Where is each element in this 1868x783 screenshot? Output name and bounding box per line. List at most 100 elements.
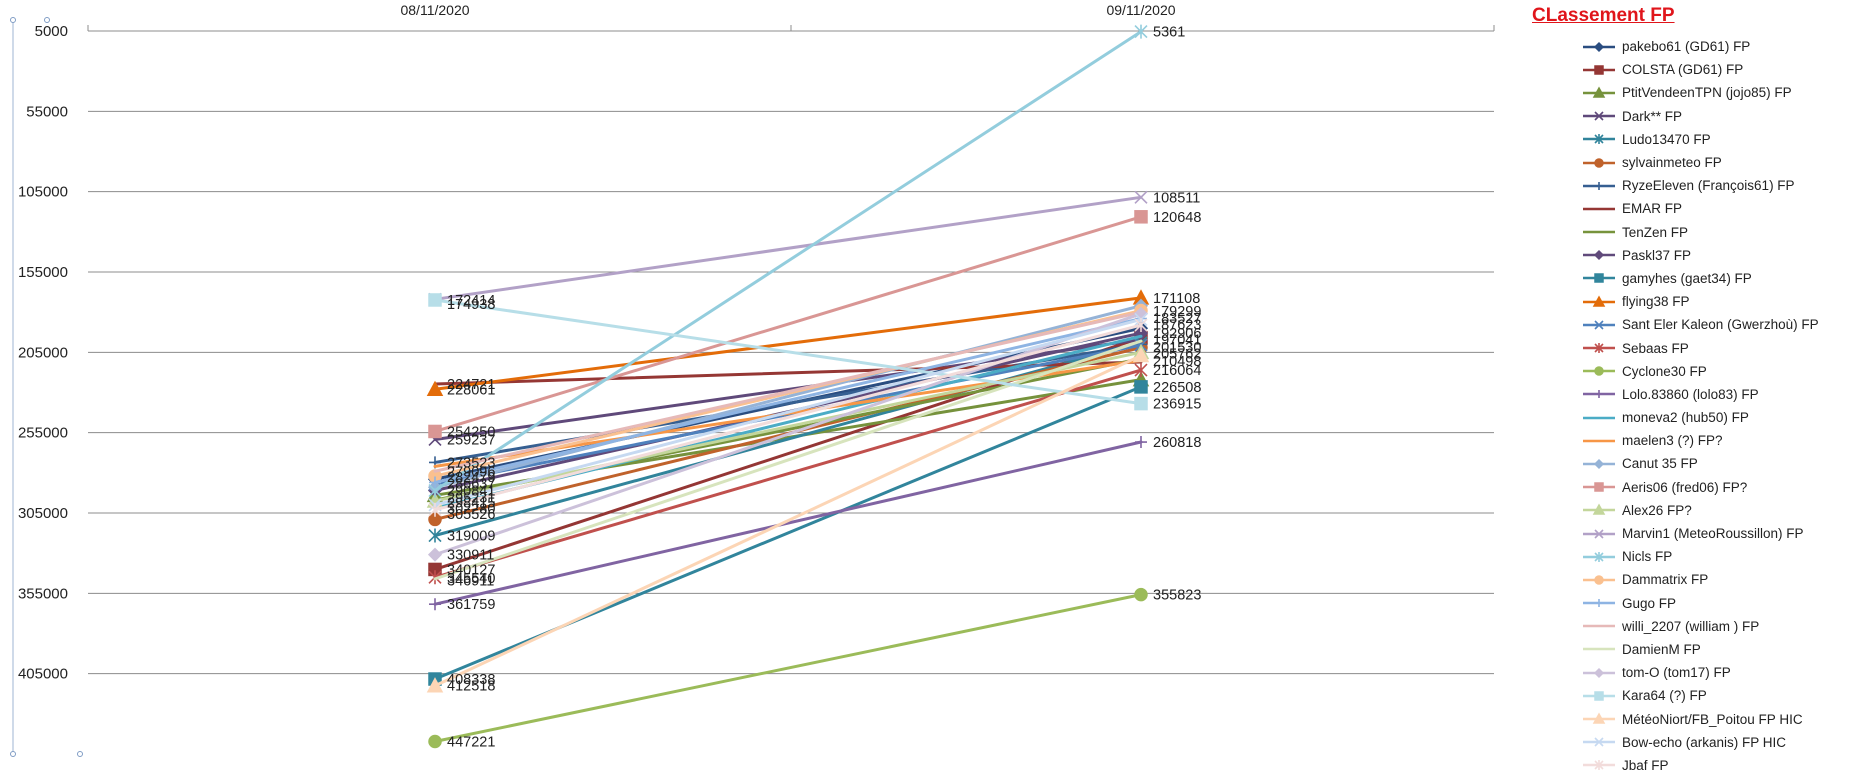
series-point <box>1134 318 1148 333</box>
legend-label: maelen3 (?) FP? <box>1622 433 1723 449</box>
series-point <box>1594 320 1604 330</box>
legend-label: Marvin1 (MeteoRoussillon) FP <box>1622 526 1804 542</box>
series <box>428 210 1148 439</box>
legend-swatch <box>1583 599 1615 608</box>
series-point <box>1594 737 1604 747</box>
data-label: 412518 <box>447 679 495 695</box>
data-label: 298415 <box>447 495 495 511</box>
y-axis: 5000 55000 105000 155000 205000 255000 305000 3… <box>18 23 68 683</box>
series <box>429 436 1147 611</box>
series-point <box>428 424 442 439</box>
selection-handle[interactable] <box>10 17 16 23</box>
legend-swatch <box>1583 648 1615 651</box>
selection-handle[interactable] <box>44 17 50 23</box>
data-label: 295231 <box>447 490 495 506</box>
legend-swatch <box>1583 503 1615 516</box>
data-label: 254250 <box>447 424 495 440</box>
series-point <box>1593 667 1605 678</box>
data-label: 345540 <box>447 571 495 587</box>
data-label: 282479 <box>447 470 495 486</box>
series-point <box>1594 575 1604 585</box>
data-label: 302280 <box>447 502 495 518</box>
legend-label: EMAR FP <box>1622 201 1683 217</box>
series-point <box>1594 111 1604 121</box>
legend-label: RyzeEleven (François61) FP <box>1622 178 1795 194</box>
series-line <box>433 354 1143 688</box>
data-label: 5361 <box>1153 25 1185 41</box>
data-label: 205762 <box>1153 347 1201 363</box>
series-point <box>429 598 441 611</box>
legend-label: Cyclone30 FP <box>1622 363 1707 379</box>
data-label: 172414 <box>447 293 495 309</box>
y-tick-label: 355000 <box>18 585 68 602</box>
series-point <box>1132 346 1150 363</box>
data-label: 259237 <box>447 432 495 448</box>
data-label: 260818 <box>1153 435 1201 451</box>
legend-item: sylvainmeteo FP <box>1582 151 1819 174</box>
legend-item: Sant Eler Kaleon (Gwerzhoù) FP <box>1582 313 1819 336</box>
data-label: 319009 <box>447 529 495 545</box>
series-point <box>1134 210 1148 224</box>
legend-label: moneva2 (hub50) FP <box>1622 410 1749 426</box>
legend-swatch <box>1583 41 1615 52</box>
legend-swatch <box>1583 575 1615 585</box>
legend-label: tom-O (tom17) FP <box>1622 665 1731 681</box>
y-tick-label: 105000 <box>18 184 68 201</box>
legend-item: gamyhes (gaet34) FP <box>1582 267 1819 290</box>
series-point <box>426 380 444 397</box>
series <box>433 310 1143 473</box>
series-point <box>1594 760 1604 771</box>
selection-handle[interactable] <box>77 751 83 757</box>
legend-item: Nicls FP <box>1582 545 1819 568</box>
legend-label: TenZen FP <box>1622 224 1689 240</box>
legend-swatch <box>1583 691 1615 701</box>
series-point <box>428 502 442 517</box>
series <box>428 363 1148 585</box>
legend-swatch <box>1583 207 1615 211</box>
data-label: 447221 <box>447 735 495 751</box>
series <box>428 293 1148 411</box>
series-point <box>1593 458 1605 470</box>
legend-label: Kara64 (?) FP <box>1622 688 1707 704</box>
series-point <box>1134 380 1148 394</box>
legend-item: flying38 FP <box>1582 290 1819 313</box>
legend-item: RyzeEleven (François61) FP <box>1582 174 1819 197</box>
legend-label: Dark** FP <box>1622 108 1683 124</box>
series-point <box>1134 190 1148 204</box>
legend-swatch <box>1583 157 1615 168</box>
legend-swatch <box>1583 439 1615 443</box>
data-label: 226508 <box>1153 380 1201 396</box>
legend-swatch <box>1583 134 1615 145</box>
legend-item: willi_2207 (william ) FP <box>1582 615 1819 638</box>
legend-item: Aeris06 (fred06) FP? <box>1582 476 1819 499</box>
x-tick-label: 09/11/2020 <box>1106 2 1175 18</box>
series-point <box>428 293 442 307</box>
series-point <box>1594 273 1604 284</box>
data-label: 408338 <box>447 672 495 688</box>
legend-title: CLassement FP <box>1532 5 1675 26</box>
data-label: 290841 <box>447 483 495 499</box>
series-point <box>1592 86 1606 98</box>
legend-swatch <box>1583 528 1615 539</box>
series-point <box>1594 366 1604 376</box>
legend-label: PtitVendeenTPN (jojo85) FP <box>1622 85 1792 101</box>
series-line <box>433 30 1143 493</box>
series-point <box>1594 134 1604 145</box>
y-tick-label: 305000 <box>18 505 68 522</box>
data-label: 224721 <box>447 377 495 393</box>
legend-item: Lolo.83860 (lolo83) FP <box>1582 383 1819 406</box>
series-point <box>1592 503 1606 516</box>
series-point <box>1135 436 1147 449</box>
legend: pakebo61 (GD61) FP COLSTA (GD61) FP PtitVe… <box>1582 35 1819 777</box>
legend-swatch <box>1583 458 1615 470</box>
series-point <box>1594 343 1604 354</box>
legend-label: Aeris06 (fred06) FP? <box>1622 479 1748 495</box>
series-line <box>433 368 1143 579</box>
selection-handle[interactable] <box>10 751 16 757</box>
legend-item: Paskl37 FP <box>1582 244 1819 267</box>
series-point <box>1595 390 1603 399</box>
data-label: 228061 <box>447 382 495 398</box>
series-point <box>1134 24 1148 39</box>
series-point <box>428 570 442 585</box>
